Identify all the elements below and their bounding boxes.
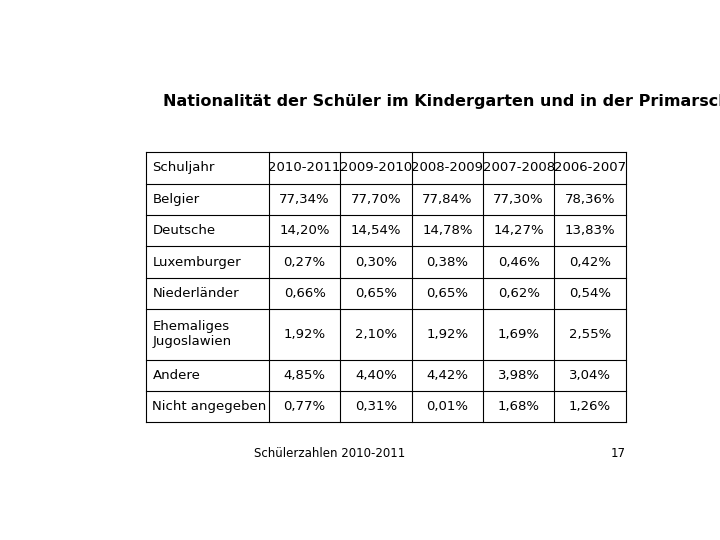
Text: 13,83%: 13,83% xyxy=(564,224,616,237)
Text: 3,04%: 3,04% xyxy=(569,369,611,382)
Text: Nicht angegeben: Nicht angegeben xyxy=(153,400,266,413)
Text: 77,34%: 77,34% xyxy=(279,193,330,206)
Text: 0,30%: 0,30% xyxy=(355,255,397,268)
Text: 2009-2010: 2009-2010 xyxy=(340,161,412,174)
Text: 2,10%: 2,10% xyxy=(355,328,397,341)
Text: Andere: Andere xyxy=(153,369,200,382)
Text: 0,62%: 0,62% xyxy=(498,287,540,300)
Text: Schuljahr: Schuljahr xyxy=(153,161,215,174)
Text: Nationalität der Schüler im Kindergarten und in der Primarschule: Nationalität der Schüler im Kindergarten… xyxy=(163,94,720,109)
Text: 0,54%: 0,54% xyxy=(569,287,611,300)
Text: 1,26%: 1,26% xyxy=(569,400,611,413)
Text: 0,65%: 0,65% xyxy=(426,287,468,300)
Text: 2006-2007: 2006-2007 xyxy=(554,161,626,174)
Text: 14,54%: 14,54% xyxy=(351,224,401,237)
Text: 1,68%: 1,68% xyxy=(498,400,540,413)
Text: 0,65%: 0,65% xyxy=(355,287,397,300)
Text: 0,01%: 0,01% xyxy=(426,400,468,413)
Text: Niederländer: Niederländer xyxy=(153,287,239,300)
Text: Ehemaliges
Jugoslawien: Ehemaliges Jugoslawien xyxy=(153,320,232,348)
Text: 14,20%: 14,20% xyxy=(279,224,330,237)
Text: 14,78%: 14,78% xyxy=(422,224,472,237)
Text: Luxemburger: Luxemburger xyxy=(153,255,241,268)
Text: 4,85%: 4,85% xyxy=(284,369,325,382)
Text: 77,70%: 77,70% xyxy=(351,193,401,206)
Text: 1,69%: 1,69% xyxy=(498,328,540,341)
Text: 2,55%: 2,55% xyxy=(569,328,611,341)
Text: 0,31%: 0,31% xyxy=(355,400,397,413)
Text: 4,42%: 4,42% xyxy=(426,369,468,382)
Text: 77,84%: 77,84% xyxy=(422,193,472,206)
Text: Belgier: Belgier xyxy=(153,193,199,206)
Text: 0,38%: 0,38% xyxy=(426,255,468,268)
Text: 2010-2011: 2010-2011 xyxy=(269,161,341,174)
Text: 77,30%: 77,30% xyxy=(493,193,544,206)
Text: 2008-2009: 2008-2009 xyxy=(411,161,483,174)
Text: 2007-2008: 2007-2008 xyxy=(482,161,554,174)
Text: 78,36%: 78,36% xyxy=(564,193,616,206)
Text: 0,77%: 0,77% xyxy=(284,400,325,413)
Text: 4,40%: 4,40% xyxy=(355,369,397,382)
Text: 0,42%: 0,42% xyxy=(569,255,611,268)
Text: 0,46%: 0,46% xyxy=(498,255,539,268)
Text: Schülerzahlen 2010-2011: Schülerzahlen 2010-2011 xyxy=(254,447,405,460)
Text: 3,98%: 3,98% xyxy=(498,369,540,382)
Text: Deutsche: Deutsche xyxy=(153,224,215,237)
Text: 0,66%: 0,66% xyxy=(284,287,325,300)
Text: 0,27%: 0,27% xyxy=(284,255,325,268)
Text: 1,92%: 1,92% xyxy=(426,328,469,341)
Text: 1,92%: 1,92% xyxy=(284,328,325,341)
Text: 17: 17 xyxy=(611,447,626,460)
Text: 14,27%: 14,27% xyxy=(493,224,544,237)
